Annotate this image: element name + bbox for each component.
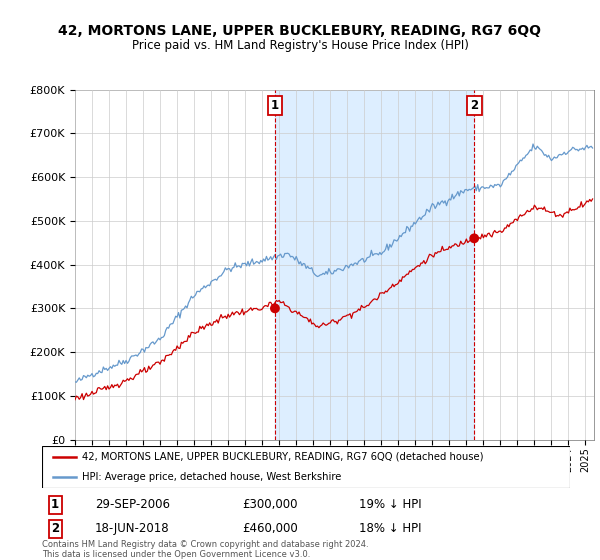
Text: £460,000: £460,000 [242,522,298,535]
Text: 2: 2 [51,522,59,535]
Text: Contains HM Land Registry data © Crown copyright and database right 2024.
This d: Contains HM Land Registry data © Crown c… [42,540,368,559]
Text: 42, MORTONS LANE, UPPER BUCKLEBURY, READING, RG7 6QQ (detached house): 42, MORTONS LANE, UPPER BUCKLEBURY, READ… [82,452,483,462]
Point [469,234,479,243]
Text: 29-SEP-2006: 29-SEP-2006 [95,498,170,511]
Point [270,304,280,313]
Text: 19% ↓ HPI: 19% ↓ HPI [359,498,421,511]
Text: Price paid vs. HM Land Registry's House Price Index (HPI): Price paid vs. HM Land Registry's House … [131,39,469,52]
Text: 18-JUN-2018: 18-JUN-2018 [95,522,169,535]
Text: £300,000: £300,000 [242,498,298,511]
Bar [275,90,474,440]
Text: HPI: Average price, detached house, West Berkshire: HPI: Average price, detached house, West… [82,472,341,482]
Text: 1: 1 [271,99,279,112]
Text: 2: 2 [470,99,478,112]
Text: 42, MORTONS LANE, UPPER BUCKLEBURY, READING, RG7 6QQ: 42, MORTONS LANE, UPPER BUCKLEBURY, READ… [59,24,542,38]
Text: 1: 1 [51,498,59,511]
Text: 18% ↓ HPI: 18% ↓ HPI [359,522,421,535]
